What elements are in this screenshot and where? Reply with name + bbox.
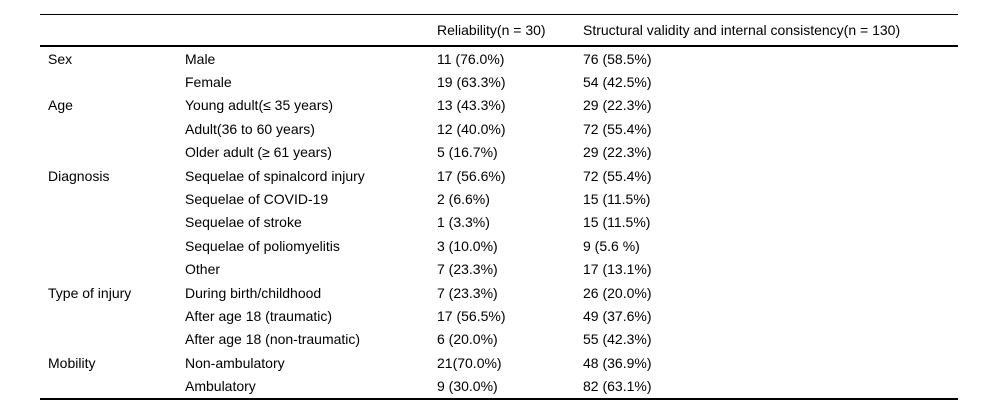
cell-reliability: 7 (23.3%) bbox=[437, 261, 498, 278]
cell-reliability: 9 (30.0%) bbox=[437, 378, 498, 395]
cell-reliability: 2 (6.6%) bbox=[437, 191, 490, 208]
table-row: After age 18 (non-traumatic) 6 (20.0%) 5… bbox=[40, 328, 958, 351]
cell-item: During birth/childhood bbox=[185, 284, 322, 301]
cell-item: Older adult (≥ 61 years) bbox=[185, 144, 332, 161]
cell-category bbox=[40, 374, 185, 398]
cell-validity: 54 (42.5%) bbox=[583, 74, 652, 91]
cell-item: Male bbox=[185, 50, 216, 67]
cell-validity: 49 (37.6%) bbox=[583, 307, 652, 324]
cell-validity: 72 (55.4%) bbox=[583, 167, 652, 184]
table-row: Other 7 (23.3%) 17 (13.1%) bbox=[40, 258, 958, 281]
table-row: Sequelae of stroke 1 (3.3%) 15 (11.5%) bbox=[40, 211, 958, 234]
cell-reliability: 7 (23.3%) bbox=[437, 284, 498, 301]
header-category-empty bbox=[40, 14, 185, 47]
cell-category: Age bbox=[48, 97, 73, 114]
cell-category bbox=[40, 258, 185, 281]
table-row: Mobility Non-ambulatory 21(70.0%) 48 (36… bbox=[40, 351, 958, 374]
cell-item: After age 18 (traumatic) bbox=[185, 307, 333, 324]
cell-category bbox=[40, 304, 185, 327]
cell-validity: 48 (36.9%) bbox=[583, 354, 652, 371]
table-row: Ambulatory 9 (30.0%) 82 (63.1%) bbox=[40, 374, 958, 398]
cell-validity: 29 (22.3%) bbox=[583, 144, 652, 161]
cell-reliability: 17 (56.5%) bbox=[437, 307, 506, 324]
table-row: Sequelae of poliomyelitis 3 (10.0%) 9 (5… bbox=[40, 234, 958, 257]
cell-item: Young adult(≤ 35 years) bbox=[185, 97, 334, 114]
cell-item: Sequelae of COVID-19 bbox=[185, 191, 329, 208]
cell-item: Sequelae of spinalcord injury bbox=[185, 167, 365, 184]
cell-validity: 82 (63.1%) bbox=[583, 378, 652, 395]
cell-item: Ambulatory bbox=[185, 378, 256, 395]
header-reliability: Reliability(n = 30) bbox=[437, 14, 583, 47]
cell-item: Other bbox=[185, 261, 221, 278]
cell-category: Type of injury bbox=[48, 284, 132, 301]
cell-validity: 29 (22.3%) bbox=[583, 97, 652, 114]
cell-validity: 55 (42.3%) bbox=[583, 331, 652, 348]
cell-category bbox=[40, 141, 185, 164]
cell-category bbox=[40, 234, 185, 257]
cell-reliability: 19 (63.3%) bbox=[437, 74, 506, 91]
cell-category bbox=[40, 117, 185, 140]
header-structural-validity: Structural validity and internal consist… bbox=[583, 14, 958, 47]
cell-item: Sequelae of stroke bbox=[185, 214, 302, 231]
cell-category: Diagnosis bbox=[48, 167, 110, 184]
cell-category bbox=[40, 70, 185, 93]
table-row: Female 19 (63.3%) 54 (42.5%) bbox=[40, 70, 958, 93]
cell-validity: 76 (58.5%) bbox=[583, 50, 652, 67]
table-row: Diagnosis Sequelae of spinalcord injury … bbox=[40, 164, 958, 187]
table-row: Sequelae of COVID-19 2 (6.6%) 15 (11.5%) bbox=[40, 187, 958, 210]
cell-validity: 15 (11.5%) bbox=[583, 191, 651, 208]
table-row: After age 18 (traumatic) 17 (56.5%) 49 (… bbox=[40, 304, 958, 327]
table-row: Type of injury During birth/childhood 7 … bbox=[40, 281, 958, 304]
cell-item: Sequelae of poliomyelitis bbox=[185, 237, 340, 254]
cell-category bbox=[40, 187, 185, 210]
table-row: Older adult (≥ 61 years) 5 (16.7%) 29 (2… bbox=[40, 141, 958, 164]
participant-characteristics-table: Reliability(n = 30) Structural validity … bbox=[40, 14, 958, 400]
header-row: Reliability(n = 30) Structural validity … bbox=[40, 14, 958, 47]
table-row: Adult(36 to 60 years) 12 (40.0%) 72 (55.… bbox=[40, 117, 958, 140]
cell-category: Sex bbox=[48, 50, 73, 67]
cell-validity: 72 (55.4%) bbox=[583, 120, 652, 137]
table-row: Age Young adult(≤ 35 years) 13 (43.3%) 2… bbox=[40, 94, 958, 117]
cell-item: After age 18 (non-traumatic) bbox=[185, 331, 361, 348]
table-row: Sex Male 11 (76.0%) 76 (58.5%) bbox=[40, 46, 958, 70]
cell-item: Adult(36 to 60 years) bbox=[185, 120, 315, 137]
cell-item: Female bbox=[185, 74, 232, 91]
cell-category bbox=[40, 211, 185, 234]
cell-reliability: 6 (20.0%) bbox=[437, 331, 498, 348]
cell-reliability: 1 (3.3%) bbox=[437, 214, 490, 231]
cell-validity: 15 (11.5%) bbox=[583, 214, 651, 231]
cell-category bbox=[40, 328, 185, 351]
cell-reliability: 3 (10.0%) bbox=[437, 237, 498, 254]
cell-validity: 17 (13.1%) bbox=[583, 261, 652, 278]
cell-reliability: 11 (76.0%) bbox=[437, 50, 505, 67]
cell-reliability: 5 (16.7%) bbox=[437, 144, 498, 161]
cell-reliability: 12 (40.0%) bbox=[437, 120, 506, 137]
cell-reliability: 21(70.0%) bbox=[437, 354, 502, 371]
cell-category: Mobility bbox=[48, 354, 96, 371]
cell-reliability: 17 (56.6%) bbox=[437, 167, 506, 184]
cell-reliability: 13 (43.3%) bbox=[437, 97, 506, 114]
cell-validity: 9 (5.6 %) bbox=[583, 237, 640, 254]
header-subcategory-empty bbox=[185, 14, 437, 47]
cell-validity: 26 (20.0%) bbox=[583, 284, 652, 301]
cell-item: Non-ambulatory bbox=[185, 354, 285, 371]
